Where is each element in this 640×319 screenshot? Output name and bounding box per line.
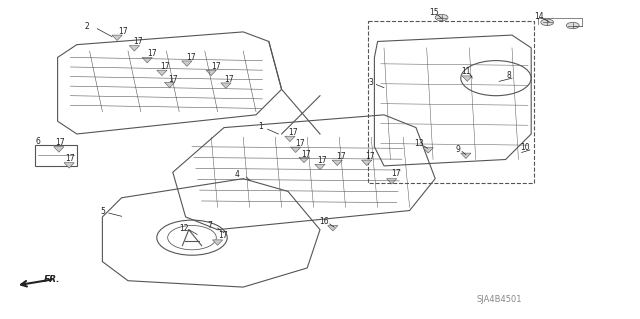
Polygon shape	[462, 76, 472, 81]
Text: 8: 8	[506, 71, 511, 80]
Polygon shape	[332, 160, 342, 166]
Circle shape	[541, 19, 554, 26]
Polygon shape	[328, 226, 338, 231]
Text: 10: 10	[520, 143, 530, 152]
Text: 17: 17	[336, 152, 346, 161]
Text: 17: 17	[365, 152, 375, 161]
Text: 17: 17	[288, 128, 298, 137]
Text: 13: 13	[414, 139, 424, 148]
Text: 17: 17	[168, 75, 178, 84]
Text: 17: 17	[317, 156, 327, 165]
Text: 17: 17	[65, 154, 76, 163]
Polygon shape	[291, 147, 301, 152]
Polygon shape	[54, 147, 64, 152]
Polygon shape	[182, 61, 192, 66]
Text: 14: 14	[534, 12, 544, 21]
Polygon shape	[164, 82, 175, 88]
Text: 17: 17	[301, 150, 311, 159]
Polygon shape	[362, 160, 372, 166]
Text: 17: 17	[118, 27, 128, 36]
Text: 1: 1	[258, 122, 263, 131]
Text: SJA4B4501: SJA4B4501	[476, 295, 522, 304]
Text: 3: 3	[369, 78, 374, 87]
Polygon shape	[112, 35, 122, 41]
Polygon shape	[461, 153, 471, 159]
Polygon shape	[315, 164, 325, 170]
Polygon shape	[129, 46, 140, 51]
Text: 4: 4	[234, 170, 239, 179]
Text: 16: 16	[319, 217, 330, 226]
Text: 17: 17	[211, 63, 221, 71]
Polygon shape	[64, 163, 74, 168]
Circle shape	[566, 22, 579, 29]
Polygon shape	[299, 157, 309, 163]
Polygon shape	[157, 70, 167, 76]
Text: 17: 17	[294, 139, 305, 148]
Text: 17: 17	[218, 231, 228, 240]
Text: 17: 17	[224, 75, 234, 84]
Text: 15: 15	[429, 8, 439, 17]
Text: 17: 17	[186, 53, 196, 62]
Text: FR.: FR.	[44, 275, 60, 284]
Polygon shape	[142, 57, 152, 63]
Text: 17: 17	[160, 62, 170, 71]
Polygon shape	[206, 70, 216, 76]
Text: 2: 2	[84, 22, 89, 31]
Text: 17: 17	[132, 37, 143, 46]
Polygon shape	[212, 240, 223, 245]
Text: 12: 12	[180, 224, 189, 233]
Text: 17: 17	[147, 49, 157, 58]
Text: 17: 17	[54, 138, 65, 147]
Text: 7: 7	[207, 221, 212, 230]
Text: 17: 17	[390, 169, 401, 178]
Polygon shape	[285, 136, 295, 142]
Polygon shape	[423, 148, 433, 153]
Text: 9: 9	[455, 145, 460, 154]
Text: 6: 6	[36, 137, 41, 146]
Polygon shape	[221, 83, 231, 88]
Polygon shape	[387, 179, 397, 184]
Text: 5: 5	[100, 207, 105, 216]
Text: 11: 11	[461, 67, 470, 76]
Circle shape	[435, 14, 448, 21]
